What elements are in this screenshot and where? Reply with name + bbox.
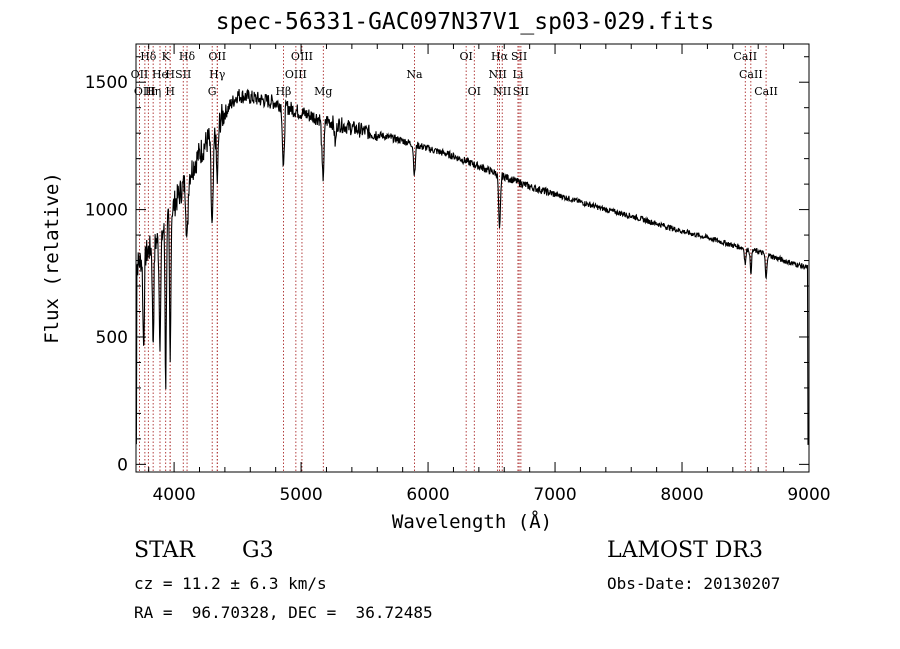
coordinates: RA = 96.70328, DEC = 36.72485 <box>134 603 433 622</box>
y-tick-label: 500 <box>96 328 128 348</box>
x-tick-label: 5000 <box>279 485 322 505</box>
line-marker-label: Hα <box>491 50 509 63</box>
plot-frame <box>135 43 810 473</box>
y-tick-label: 0 <box>117 455 128 475</box>
line-marker-label: OIII <box>291 50 313 63</box>
y-tick-label: 1000 <box>85 201 128 221</box>
y-axis-label: Flux (relative) <box>41 172 63 344</box>
spectrum-line <box>135 88 810 445</box>
line-marker-label: Hδ <box>179 50 196 63</box>
line-marker-label: NII <box>488 68 506 81</box>
subclass: G3 <box>242 538 274 563</box>
line-marker-label: Hη <box>145 85 161 98</box>
line-marker-label: CaII <box>739 68 763 81</box>
line-marker-label: OI <box>459 50 472 63</box>
y-tick-label: 1500 <box>85 73 128 93</box>
line-marker-label: He <box>152 68 168 81</box>
line-marker-label: Hβ <box>275 85 291 98</box>
line-marker-label: H <box>165 85 175 98</box>
x-axis-label: Wavelength (Å) <box>392 510 552 533</box>
line-marker-label: CaII <box>754 85 778 98</box>
line-marker-label: OIII <box>285 68 307 81</box>
survey-name: LAMOST DR3 <box>607 538 763 563</box>
line-marker-label: CaII <box>733 50 757 63</box>
line-marker-label: K <box>162 50 171 63</box>
x-tick-label: 9000 <box>787 485 830 505</box>
line-marker-label: Hγ <box>209 68 226 81</box>
axis-ticks: 4000 5000 6000 7000 8000 9000 0 500 1000 1500 <box>85 44 831 505</box>
line-marker-label: NII <box>493 85 511 98</box>
line-marker-label: OII <box>131 68 149 81</box>
line-marker-label: OIII <box>134 85 156 98</box>
x-tick-label: 6000 <box>406 485 449 505</box>
line-marker-label: SII <box>513 85 529 98</box>
line-marker-label: Mg <box>314 85 332 98</box>
line-marker-label: SII <box>511 50 527 63</box>
x-tick-label: 7000 <box>533 485 576 505</box>
x-tick-label: 8000 <box>660 485 703 505</box>
line-marker-label: OI <box>468 85 481 98</box>
observation-date: Obs-Date: 20130207 <box>607 574 781 593</box>
line-marker-label: Li <box>513 68 524 81</box>
line-marker-label: SII <box>175 68 191 81</box>
x-tick-label: 4000 <box>152 485 195 505</box>
object-class: STAR <box>134 538 195 563</box>
chart-title: spec-56331-GAC097N37V1_sp03-029.fits <box>215 9 715 35</box>
line-marker-label: Na <box>406 68 423 81</box>
line-marker-label: Hδ <box>140 50 157 63</box>
line-marker-label: G <box>208 85 217 98</box>
redshift-velocity: cz = 11.2 ± 6.3 km/s <box>134 574 327 593</box>
